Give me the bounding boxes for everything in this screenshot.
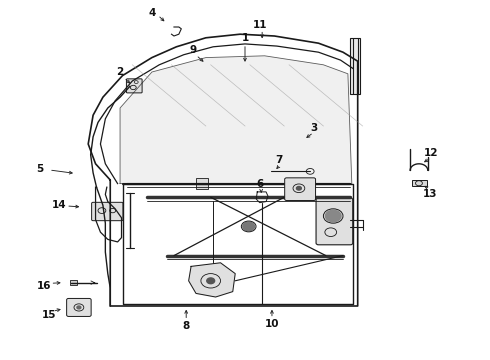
Text: 4: 4 — [148, 8, 156, 18]
Text: 6: 6 — [256, 179, 263, 189]
Circle shape — [296, 186, 301, 190]
Text: 2: 2 — [117, 67, 123, 77]
Text: 10: 10 — [265, 319, 279, 329]
Text: 13: 13 — [423, 189, 438, 199]
FancyBboxPatch shape — [92, 202, 123, 221]
Bar — [350, 38, 360, 94]
FancyBboxPatch shape — [67, 298, 91, 316]
Text: 11: 11 — [252, 20, 267, 30]
Text: 16: 16 — [37, 281, 51, 291]
Text: 14: 14 — [51, 200, 66, 210]
Polygon shape — [120, 56, 352, 184]
Text: 3: 3 — [310, 123, 317, 133]
Bar — [196, 178, 208, 189]
FancyBboxPatch shape — [285, 178, 316, 201]
Text: 5: 5 — [37, 164, 44, 174]
Text: 9: 9 — [190, 45, 197, 55]
FancyBboxPatch shape — [316, 198, 353, 245]
Circle shape — [77, 306, 81, 309]
Bar — [70, 280, 77, 285]
Bar — [412, 180, 427, 186]
Circle shape — [325, 210, 341, 222]
Text: 1: 1 — [242, 33, 248, 43]
Circle shape — [243, 222, 255, 231]
Text: 15: 15 — [42, 310, 56, 320]
Polygon shape — [189, 263, 235, 297]
Text: 7: 7 — [275, 155, 283, 165]
Text: 12: 12 — [424, 148, 439, 158]
Circle shape — [207, 278, 215, 284]
Text: 8: 8 — [183, 321, 190, 331]
FancyBboxPatch shape — [126, 79, 142, 93]
